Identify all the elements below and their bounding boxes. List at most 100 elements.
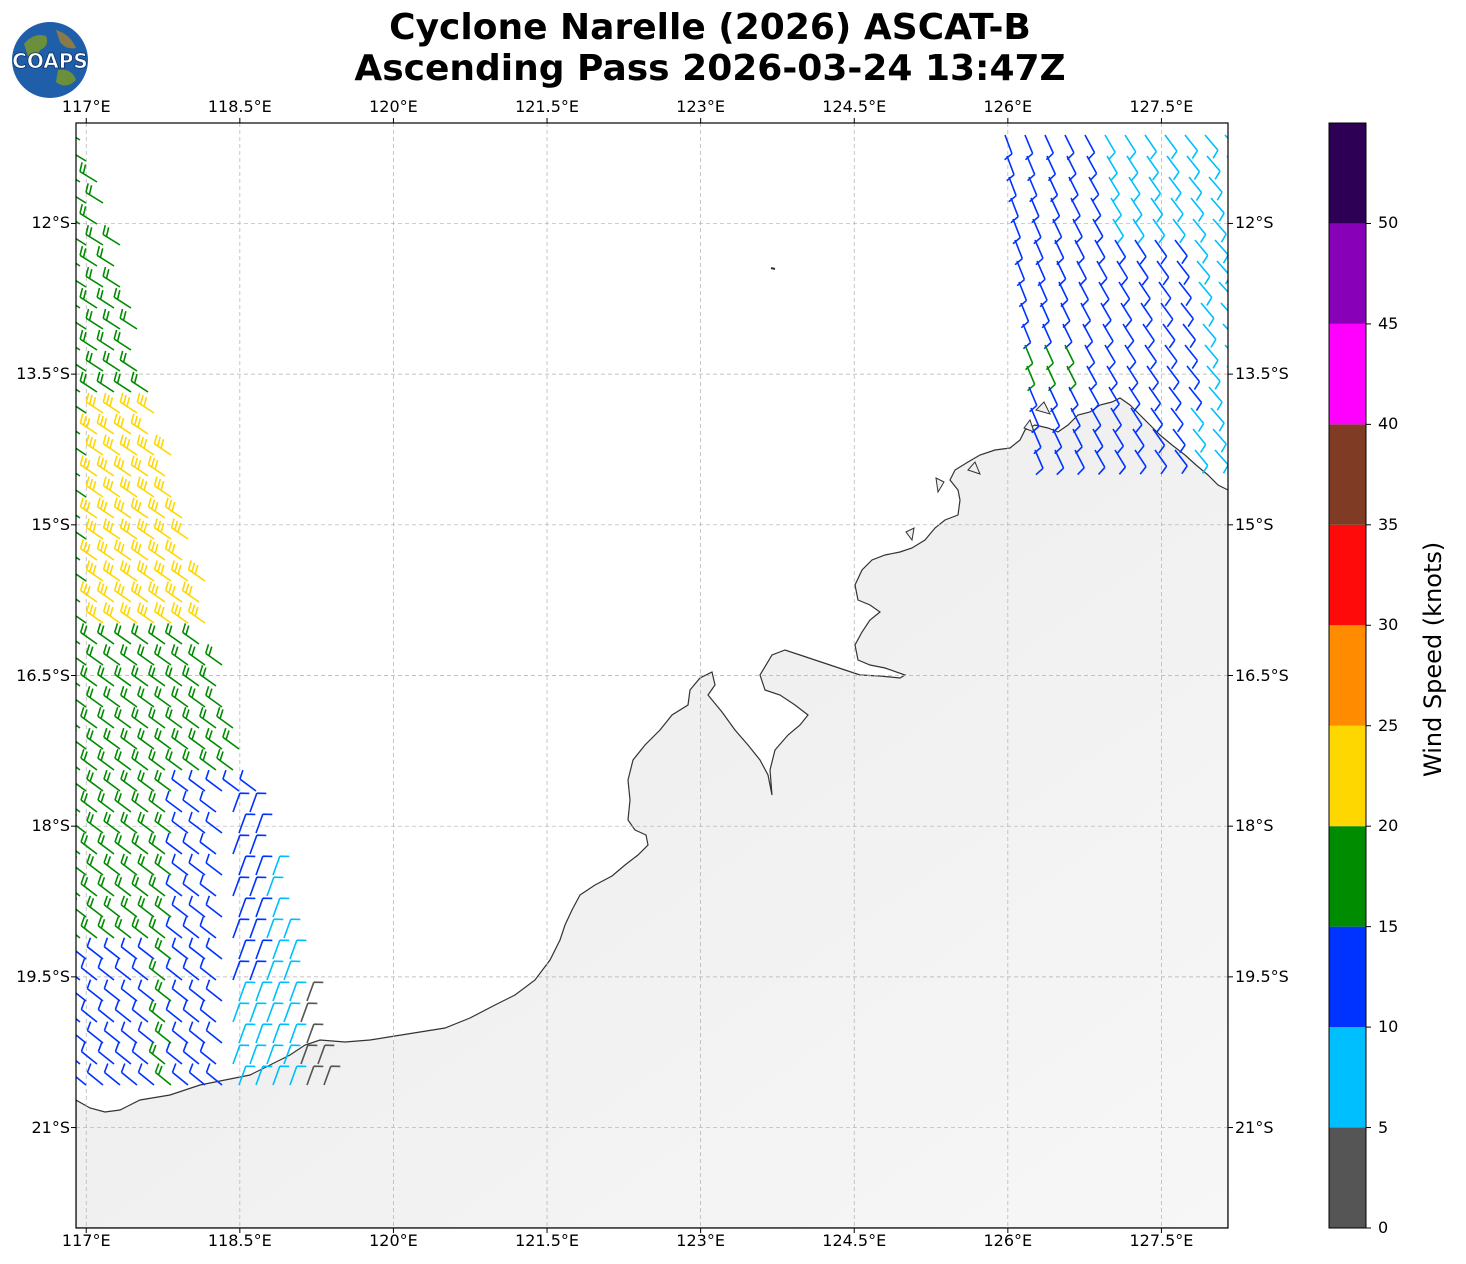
wind-barb: [1152, 218, 1166, 244]
wind-barb: [131, 958, 149, 981]
wind-barb: [1210, 197, 1225, 222]
wind-barb: [1086, 155, 1098, 182]
wind-barb: [102, 434, 121, 456]
lon-label-top: 118.5°E: [207, 97, 272, 116]
wind-barb: [76, 183, 87, 204]
wind-barb: [1098, 281, 1110, 307]
wind-barb: [102, 350, 121, 372]
wind-barb: [114, 1042, 132, 1065]
wind-barb: [266, 1002, 284, 1023]
wind-barb: [188, 727, 206, 750]
wind-barb: [205, 769, 223, 792]
wind-barb: [1110, 197, 1123, 223]
wind-barb: [1056, 260, 1067, 287]
wind-barb: [170, 644, 189, 666]
wind-barb: [199, 874, 217, 897]
wind-barb: [1054, 449, 1065, 476]
wind-barb: [86, 811, 104, 834]
wind-barb: [80, 748, 98, 771]
wind-barb: [1016, 260, 1026, 287]
wind-barb: [137, 727, 155, 750]
wind-barb: [1186, 155, 1201, 181]
wind-barb: [119, 518, 138, 540]
wind-barb: [76, 308, 87, 330]
lon-label-bottom: 124.5°E: [822, 1231, 887, 1250]
wind-barb: [238, 855, 256, 876]
wind-barb: [205, 727, 223, 750]
wind-barb: [96, 665, 115, 687]
wind-barb: [103, 895, 121, 918]
wind-barb: [96, 581, 115, 603]
wind-barb: [136, 518, 155, 540]
wind-barb: [76, 434, 87, 456]
wind-barb: [120, 895, 138, 918]
wind-barb: [102, 602, 121, 624]
wind-barb: [79, 539, 98, 561]
wind-barb: [300, 1002, 318, 1023]
wind-barb: [182, 958, 200, 981]
wind-barb: [1010, 197, 1019, 224]
wind-barb: [1188, 386, 1203, 411]
wind-barb: [1172, 218, 1186, 244]
wind-barb: [238, 981, 256, 1002]
wind-barb: [153, 434, 172, 456]
wind-barb: [266, 960, 284, 981]
wind-barb: [1130, 407, 1143, 433]
wind-barb: [232, 792, 250, 813]
colorbar-swatch: [1329, 424, 1366, 525]
wind-barb: [171, 1021, 189, 1044]
wind-barb: [119, 602, 138, 624]
wind-barb: [103, 979, 121, 1002]
wind-barb: [1184, 344, 1199, 370]
wind-barb: [114, 832, 132, 855]
wind-barb: [1078, 281, 1090, 308]
wind-barb: [1032, 218, 1042, 245]
wind-barb: [80, 1042, 98, 1065]
wind-barb: [1190, 197, 1205, 222]
wind-barb: [97, 958, 115, 981]
wind-barb: [119, 392, 138, 414]
wind-barb: [317, 1044, 335, 1065]
wind-barb: [148, 1042, 166, 1065]
lon-label-bottom: 123°E: [676, 1231, 725, 1250]
wind-barb: [120, 685, 138, 708]
colorbar-tick-label: 15: [1378, 916, 1399, 936]
wind-barb: [238, 813, 256, 834]
wind-barb: [165, 748, 183, 771]
wind-barb: [188, 769, 206, 792]
wind-barb: [97, 790, 115, 813]
wind-barb: [1062, 323, 1073, 350]
wind-barb: [1152, 428, 1166, 454]
wind-barb: [1024, 134, 1034, 161]
wind-barb: [1166, 155, 1180, 181]
wind-barb: [205, 853, 223, 876]
wind-barb: [154, 727, 172, 750]
wind-barb: [1148, 176, 1162, 202]
wind-barb: [1092, 218, 1104, 245]
wind-barb: [147, 581, 166, 603]
wind-barb: [1192, 428, 1207, 453]
wind-barb: [85, 392, 104, 414]
wind-barb: [1162, 323, 1176, 349]
wind-barb: [131, 790, 149, 813]
wind-barb: [103, 937, 121, 960]
wind-barb: [154, 685, 172, 708]
wind-barb: [255, 813, 273, 834]
wind-barb: [76, 916, 81, 939]
wind-barb: [1124, 344, 1137, 370]
wind-barb: [148, 958, 166, 981]
colorbar-tick-label: 10: [1378, 1017, 1399, 1037]
wind-barb: [97, 1000, 115, 1023]
wind-barb: [80, 832, 98, 855]
wind-barb: [283, 918, 301, 939]
wind-barb: [147, 665, 166, 687]
wind-barb: [1052, 428, 1063, 455]
wind-barb: [165, 874, 183, 897]
wind-barb: [1088, 386, 1100, 413]
wind-barb: [1068, 386, 1079, 413]
wind-barb: [76, 790, 81, 813]
wind-barb: [1084, 134, 1096, 161]
wind-barb: [181, 581, 200, 603]
wind-barb: [130, 623, 149, 645]
wind-barb: [85, 350, 104, 372]
